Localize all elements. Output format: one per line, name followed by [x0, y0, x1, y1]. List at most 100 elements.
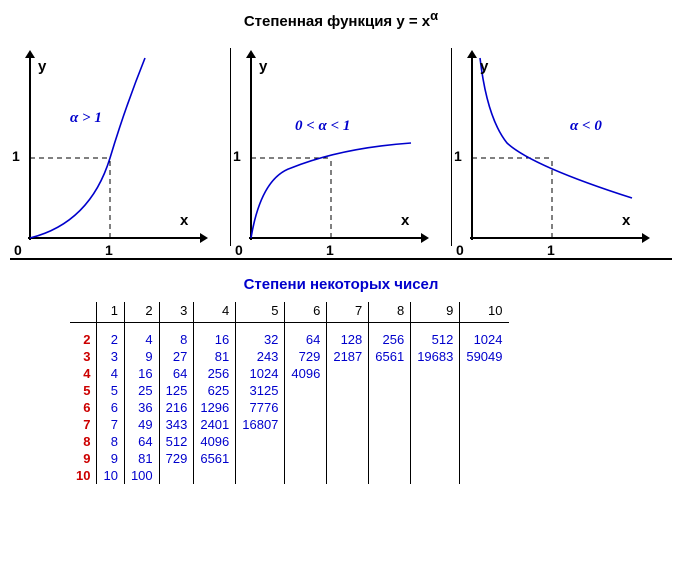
table-value-cell — [236, 450, 285, 467]
table-value-cell: 9 — [124, 348, 159, 365]
x-axis-label: x — [622, 212, 630, 229]
table-header-blank — [70, 302, 97, 323]
table-value-cell: 9 — [97, 450, 124, 467]
table-row: 55251256253125 — [70, 382, 509, 399]
table-value-cell: 3125 — [236, 382, 285, 399]
table-value-cell: 6561 — [194, 450, 236, 467]
tick-1-y: 1 — [12, 148, 20, 164]
table-base-cell: 2 — [70, 331, 97, 348]
table-value-cell: 8 — [159, 331, 194, 348]
table-header-exp: 9 — [411, 302, 460, 323]
table-value-cell — [285, 450, 327, 467]
table-value-cell: 729 — [285, 348, 327, 365]
table-value-cell: 4 — [97, 365, 124, 382]
y-axis-label: y — [259, 58, 267, 75]
table-value-cell — [460, 433, 509, 450]
plot-svg — [231, 48, 451, 258]
alpha-condition-label: 0 < α < 1 — [295, 118, 350, 135]
table-value-cell — [411, 433, 460, 450]
x-axis-label: x — [401, 212, 409, 229]
table-row: 44166425610244096 — [70, 365, 509, 382]
table-value-cell: 19683 — [411, 348, 460, 365]
table-value-cell: 343 — [159, 416, 194, 433]
table-row: 663621612967776 — [70, 399, 509, 416]
table-value-cell — [369, 467, 411, 484]
table-value-cell: 36 — [124, 399, 159, 416]
table-value-cell: 81 — [124, 450, 159, 467]
table-value-cell — [369, 433, 411, 450]
table-value-cell — [327, 382, 369, 399]
table-value-cell: 27 — [159, 348, 194, 365]
table-value-cell — [411, 382, 460, 399]
origin-zero: 0 — [235, 242, 243, 258]
table-base-cell: 5 — [70, 382, 97, 399]
table-value-cell: 216 — [159, 399, 194, 416]
table-header-exp: 8 — [369, 302, 411, 323]
table-header-exp: 3 — [159, 302, 194, 323]
table-value-cell: 1296 — [194, 399, 236, 416]
table-value-cell: 8 — [97, 433, 124, 450]
section-divider — [10, 258, 672, 260]
table-value-cell — [460, 399, 509, 416]
main-title-exponent: α — [430, 8, 438, 23]
table-header-exp: 5 — [236, 302, 285, 323]
table-value-cell: 243 — [236, 348, 285, 365]
table-value-cell — [369, 450, 411, 467]
table-value-cell — [285, 467, 327, 484]
table-header-exp: 10 — [460, 302, 509, 323]
table-value-cell — [460, 365, 509, 382]
plot-panel-0: yx110α > 1 — [10, 48, 230, 258]
table-value-cell: 4096 — [285, 365, 327, 382]
table-value-cell — [159, 467, 194, 484]
table-value-cell: 4096 — [194, 433, 236, 450]
powers-table: 12345678910 2248163264128256512102433927… — [70, 302, 509, 484]
table-value-cell: 59049 — [460, 348, 509, 365]
table-value-cell: 49 — [124, 416, 159, 433]
table-value-cell: 512 — [411, 331, 460, 348]
table-value-cell: 2401 — [194, 416, 236, 433]
table-value-cell — [327, 450, 369, 467]
table-base-cell: 4 — [70, 365, 97, 382]
table-base-cell: 10 — [70, 467, 97, 484]
table-header-exp: 1 — [97, 302, 124, 323]
table-value-cell — [327, 467, 369, 484]
plot-svg — [452, 48, 672, 258]
table-value-cell: 16 — [194, 331, 236, 348]
table-value-cell — [460, 416, 509, 433]
table-base-cell: 9 — [70, 450, 97, 467]
table-value-cell: 729 — [159, 450, 194, 467]
table-base-cell: 3 — [70, 348, 97, 365]
table-value-cell — [285, 382, 327, 399]
table-value-cell: 1024 — [236, 365, 285, 382]
table-title: Степени некоторых чисел — [0, 276, 682, 293]
table-header-exp: 7 — [327, 302, 369, 323]
x-axis-label: x — [180, 212, 188, 229]
main-title-text: Степенная функция y = x — [244, 13, 430, 30]
table-value-cell: 16807 — [236, 416, 285, 433]
table-value-cell: 16 — [124, 365, 159, 382]
table-base-cell: 7 — [70, 416, 97, 433]
table-value-cell: 64 — [285, 331, 327, 348]
table-value-cell — [411, 467, 460, 484]
table-value-cell: 10 — [97, 467, 124, 484]
table-value-cell — [327, 365, 369, 382]
y-axis-label: y — [480, 58, 488, 75]
table-value-cell: 7776 — [236, 399, 285, 416]
plot-svg — [10, 48, 230, 258]
table-value-cell — [327, 416, 369, 433]
table-value-cell — [411, 399, 460, 416]
main-title: Степенная функция y = xα — [0, 8, 682, 30]
table-base-cell: 8 — [70, 433, 97, 450]
figure-root: Степенная функция y = xα yx110α > 1yx110… — [0, 0, 682, 572]
table-value-cell — [369, 416, 411, 433]
tick-1-x: 1 — [326, 242, 334, 258]
table-value-cell — [236, 467, 285, 484]
tick-1-x: 1 — [547, 242, 555, 258]
table-value-cell: 7 — [97, 416, 124, 433]
table-value-cell: 64 — [124, 433, 159, 450]
tick-1-y: 1 — [233, 148, 241, 164]
table-row: 99817296561 — [70, 450, 509, 467]
table-row: 3392781243729218765611968359049 — [70, 348, 509, 365]
table-value-cell — [194, 467, 236, 484]
alpha-condition-label: α < 0 — [570, 118, 602, 135]
